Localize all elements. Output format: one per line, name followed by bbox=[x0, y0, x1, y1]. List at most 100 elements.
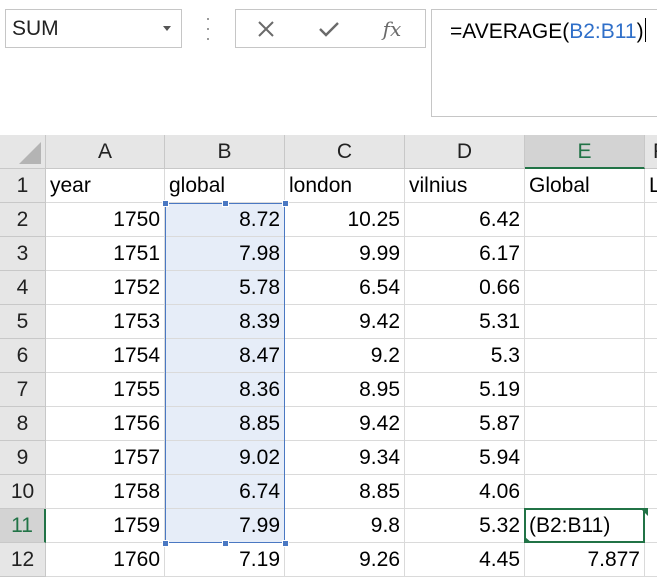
cell-a4[interactable]: 1752 bbox=[46, 271, 165, 305]
cell-partial-8[interactable] bbox=[645, 407, 657, 441]
chevron-down-icon[interactable] bbox=[163, 26, 171, 31]
row-header-5[interactable]: 5 bbox=[0, 305, 46, 339]
cell-b11[interactable]: 7.99 bbox=[165, 509, 285, 543]
column-header-b[interactable]: B bbox=[165, 135, 285, 169]
cell-d9[interactable]: 5.94 bbox=[405, 441, 525, 475]
cell-e4[interactable] bbox=[525, 271, 645, 305]
cell-e1[interactable]: Global bbox=[525, 169, 645, 203]
row-header-7[interactable]: 7 bbox=[0, 373, 46, 407]
cell-c8[interactable]: 9.42 bbox=[285, 407, 405, 441]
range-resize-handle[interactable] bbox=[222, 540, 229, 547]
range-resize-handle[interactable] bbox=[162, 200, 169, 207]
row-header-6[interactable]: 6 bbox=[0, 339, 46, 373]
cell-partial-2[interactable] bbox=[645, 203, 657, 237]
range-resize-handle[interactable] bbox=[222, 200, 229, 207]
cell-c11[interactable]: 9.8 bbox=[285, 509, 405, 543]
cell-c1[interactable]: london bbox=[285, 169, 405, 203]
cell-d11[interactable]: 5.32 bbox=[405, 509, 525, 543]
cell-b12[interactable]: 7.19 bbox=[165, 543, 285, 577]
row-header-2[interactable]: 2 bbox=[0, 203, 46, 237]
cell-e8[interactable] bbox=[525, 407, 645, 441]
cell-d6[interactable]: 5.3 bbox=[405, 339, 525, 373]
cell-a2[interactable]: 1750 bbox=[46, 203, 165, 237]
cell-a6[interactable]: 1754 bbox=[46, 339, 165, 373]
cell-partial-11[interactable] bbox=[645, 509, 657, 543]
cell-c9[interactable]: 9.34 bbox=[285, 441, 405, 475]
cell-e10[interactable] bbox=[525, 475, 645, 509]
cell-d12[interactable]: 4.45 bbox=[405, 543, 525, 577]
formula-bar-splitter[interactable] bbox=[206, 18, 209, 40]
cell-partial-3[interactable] bbox=[645, 237, 657, 271]
cell-a12[interactable]: 1760 bbox=[46, 543, 165, 577]
range-resize-handle[interactable] bbox=[162, 540, 169, 547]
cell-d10[interactable]: 4.06 bbox=[405, 475, 525, 509]
cell-b8[interactable]: 8.85 bbox=[165, 407, 285, 441]
cell-e5[interactable] bbox=[525, 305, 645, 339]
cell-e3[interactable] bbox=[525, 237, 645, 271]
cell-c2[interactable]: 10.25 bbox=[285, 203, 405, 237]
cell-b1[interactable]: global bbox=[165, 169, 285, 203]
formula-input[interactable]: =AVERAGE(B2:B11) bbox=[431, 9, 657, 117]
cell-partial-9[interactable] bbox=[645, 441, 657, 475]
cell-b10[interactable]: 6.74 bbox=[165, 475, 285, 509]
row-header-1[interactable]: 1 bbox=[0, 169, 46, 203]
cell-c4[interactable]: 6.54 bbox=[285, 271, 405, 305]
cell-e2[interactable] bbox=[525, 203, 645, 237]
cell-c6[interactable]: 9.2 bbox=[285, 339, 405, 373]
cell-b6[interactable]: 8.47 bbox=[165, 339, 285, 373]
row-header-8[interactable]: 8 bbox=[0, 407, 46, 441]
row-header-4[interactable]: 4 bbox=[0, 271, 46, 305]
cell-e6[interactable] bbox=[525, 339, 645, 373]
cell-c7[interactable]: 8.95 bbox=[285, 373, 405, 407]
cell-e7[interactable] bbox=[525, 373, 645, 407]
cell-f1[interactable]: L bbox=[645, 169, 657, 203]
cell-partial-5[interactable] bbox=[645, 305, 657, 339]
cell-d2[interactable]: 6.42 bbox=[405, 203, 525, 237]
range-resize-handle[interactable] bbox=[282, 200, 289, 207]
cell-d5[interactable]: 5.31 bbox=[405, 305, 525, 339]
select-all-button[interactable] bbox=[0, 135, 46, 169]
cell-d7[interactable]: 5.19 bbox=[405, 373, 525, 407]
cell-a7[interactable]: 1755 bbox=[46, 373, 165, 407]
cell-partial-6[interactable] bbox=[645, 339, 657, 373]
cell-e11[interactable]: (B2:B11) bbox=[525, 509, 645, 543]
column-header-partial[interactable]: F bbox=[645, 135, 657, 169]
cell-d3[interactable]: 6.17 bbox=[405, 237, 525, 271]
cell-a3[interactable]: 1751 bbox=[46, 237, 165, 271]
cell-b9[interactable]: 9.02 bbox=[165, 441, 285, 475]
cell-e12[interactable]: 7.877 bbox=[525, 543, 645, 577]
cell-b3[interactable]: 7.98 bbox=[165, 237, 285, 271]
column-header-c[interactable]: C bbox=[285, 135, 405, 169]
cell-c10[interactable]: 8.85 bbox=[285, 475, 405, 509]
cell-partial-12[interactable] bbox=[645, 543, 657, 577]
cell-c3[interactable]: 9.99 bbox=[285, 237, 405, 271]
row-header-10[interactable]: 10 bbox=[0, 475, 46, 509]
fx-icon[interactable]: fx bbox=[372, 10, 412, 47]
cell-partial-7[interactable] bbox=[645, 373, 657, 407]
cell-a9[interactable]: 1757 bbox=[46, 441, 165, 475]
cell-a5[interactable]: 1753 bbox=[46, 305, 165, 339]
close-icon[interactable] bbox=[246, 10, 286, 47]
cell-e9[interactable] bbox=[525, 441, 645, 475]
cell-b4[interactable]: 5.78 bbox=[165, 271, 285, 305]
cell-a8[interactable]: 1756 bbox=[46, 407, 165, 441]
fill-handle-icon[interactable] bbox=[640, 508, 648, 516]
row-header-11[interactable]: 11 bbox=[0, 509, 46, 543]
cell-b5[interactable]: 8.39 bbox=[165, 305, 285, 339]
row-header-3[interactable]: 3 bbox=[0, 237, 46, 271]
column-header-e[interactable]: E bbox=[525, 135, 645, 169]
check-icon[interactable] bbox=[309, 10, 349, 47]
cell-d4[interactable]: 0.66 bbox=[405, 271, 525, 305]
cell-a10[interactable]: 1758 bbox=[46, 475, 165, 509]
range-resize-handle[interactable] bbox=[282, 540, 289, 547]
cell-partial-10[interactable] bbox=[645, 475, 657, 509]
cell-a11[interactable]: 1759 bbox=[46, 509, 165, 543]
row-header-9[interactable]: 9 bbox=[0, 441, 46, 475]
column-header-d[interactable]: D bbox=[405, 135, 525, 169]
cell-d1[interactable]: vilnius bbox=[405, 169, 525, 203]
column-header-a[interactable]: A bbox=[46, 135, 165, 169]
cell-b2[interactable]: 8.72 bbox=[165, 203, 285, 237]
cell-partial-4[interactable] bbox=[645, 271, 657, 305]
name-box[interactable]: SUM bbox=[5, 9, 182, 48]
cell-b7[interactable]: 8.36 bbox=[165, 373, 285, 407]
